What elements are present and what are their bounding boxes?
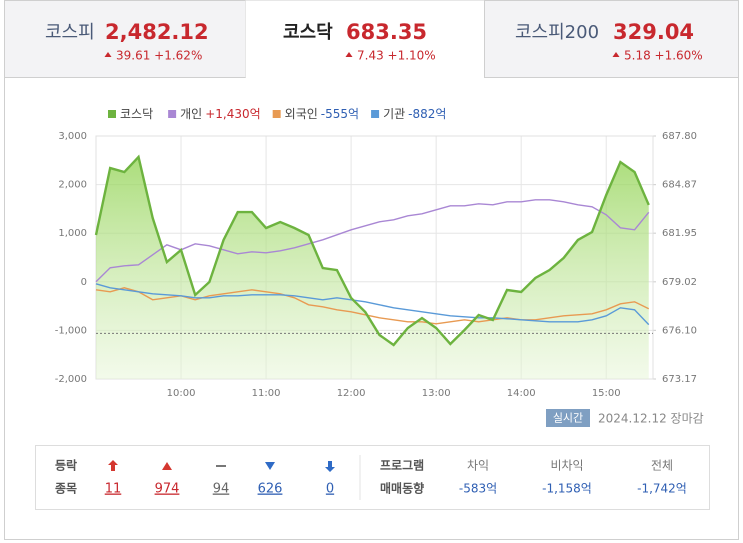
tab-name: 코스닥 — [283, 22, 333, 43]
x-tick-label: 12:00 — [337, 388, 366, 399]
up-icon — [612, 52, 620, 57]
legend-value: -555억 — [321, 107, 359, 121]
tab-value: 2,482.12 — [105, 20, 209, 44]
y-tick-label: 1,000 — [58, 228, 87, 239]
y-tick-label: -2,000 — [55, 374, 87, 385]
status-text: 2024.12.12 장마감 — [598, 411, 704, 425]
program-label: 비차익 — [550, 459, 583, 473]
tab[interactable] — [484, 0, 739, 78]
y-tick-label: -1,000 — [55, 325, 87, 336]
x-tick-label: 15:00 — [592, 388, 621, 399]
breadth-count[interactable]: 974 — [155, 482, 180, 497]
program-label: 전체 — [651, 459, 673, 473]
tab[interactable] — [4, 0, 246, 78]
program-value: -1,742억 — [637, 482, 687, 496]
x-tick-label: 10:00 — [167, 388, 196, 399]
y-tick-label: 3,000 — [58, 131, 87, 142]
y2-tick-label: 676.10 — [662, 325, 697, 336]
program-title: 매매동향 — [380, 481, 424, 496]
tab-name: 코스피200 — [515, 22, 599, 43]
tab-value: 683.35 — [346, 20, 427, 44]
line — [94, 154, 650, 347]
line — [95, 283, 650, 326]
x-tick-label: 11:00 — [252, 388, 281, 399]
tab-change: 5.18 +1.60% — [624, 49, 703, 63]
breadth-count[interactable]: 626 — [258, 482, 283, 497]
y2-tick-label: 679.02 — [662, 277, 697, 288]
breadth-title: 종목 — [55, 482, 77, 496]
line — [95, 199, 650, 283]
breadth-count[interactable]: 11 — [105, 482, 122, 497]
legend-label: 기관 — [383, 107, 405, 121]
icon-flat — [216, 465, 226, 467]
program-value: -1,158억 — [542, 482, 592, 496]
tab-change: 7.43 +1.10% — [357, 49, 436, 63]
area — [96, 156, 649, 379]
breadth-count[interactable]: 0 — [326, 482, 334, 497]
legend-label: 외국인 — [285, 107, 318, 121]
up-icon — [104, 52, 112, 57]
icon-down — [265, 462, 275, 470]
up-icon — [345, 52, 353, 57]
program-label: 차익 — [467, 459, 489, 473]
tab-change: 39.61 +1.62% — [116, 49, 202, 63]
state: 장마감 — [671, 411, 704, 425]
y2-tick-label: 681.95 — [662, 228, 697, 239]
breadth-title: 등락 — [55, 459, 77, 473]
date: 2024.12.12 — [598, 411, 667, 425]
summary-box — [35, 445, 710, 510]
tab-value: 329.04 — [613, 20, 694, 44]
breadth-icons — [108, 460, 335, 472]
icon-up — [162, 462, 172, 470]
y-tick-label: 0 — [81, 277, 87, 288]
legend-label: 코스닥 — [120, 107, 153, 121]
program-value: -583억 — [459, 482, 497, 496]
y2-tick-label: 684.87 — [662, 180, 697, 191]
legend-swatch — [108, 110, 116, 118]
breadth-count[interactable]: 94 — [213, 482, 230, 497]
icon-upper-limit — [108, 460, 118, 471]
legend-value: +1,430억 — [205, 107, 260, 121]
y2-tick-label: 687.80 — [662, 131, 697, 142]
tab-name: 코스피 — [45, 22, 95, 43]
legend-swatch — [371, 110, 380, 118]
badge — [546, 409, 590, 427]
tab-active[interactable] — [245, 0, 485, 78]
legend-swatch — [272, 110, 281, 118]
legend-swatch — [168, 110, 177, 118]
x-tick-label: 14:00 — [507, 388, 536, 399]
x-tick-label: 13:00 — [422, 388, 451, 399]
legend-value: -882억 — [408, 107, 446, 121]
program-title: 프로그램 — [380, 458, 424, 473]
line — [95, 287, 650, 325]
badge-text: 실시간 — [553, 412, 583, 425]
y-tick-label: 2,000 — [58, 180, 87, 191]
y2-tick-label: 673.17 — [662, 374, 697, 385]
legend-label: 개인 — [180, 107, 202, 121]
icon-lower-limit — [325, 461, 335, 472]
